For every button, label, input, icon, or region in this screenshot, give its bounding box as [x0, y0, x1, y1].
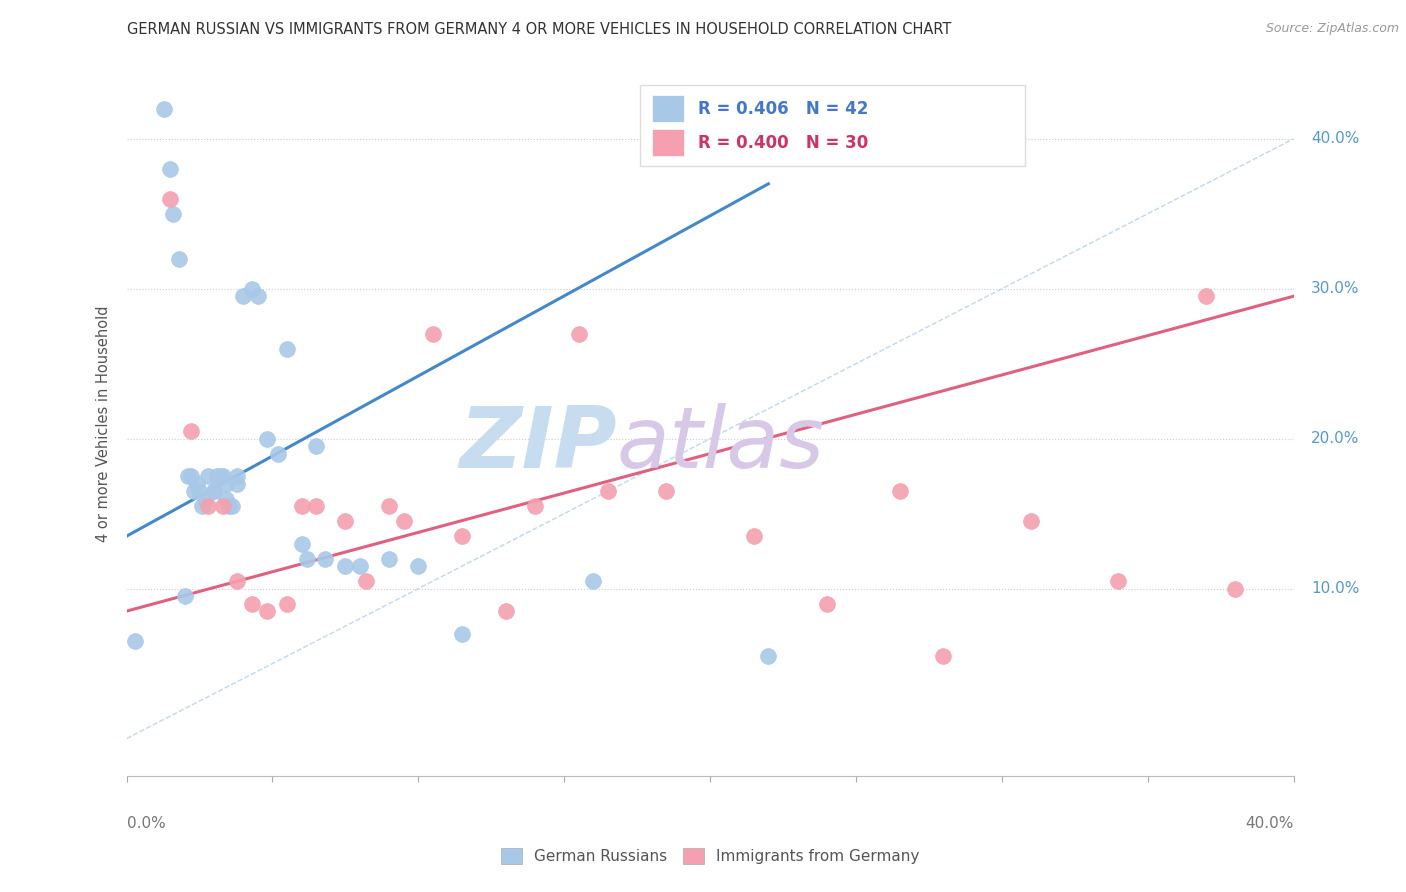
Text: 30.0%: 30.0% — [1310, 281, 1360, 296]
Point — [180, 469, 202, 483]
FancyBboxPatch shape — [640, 86, 1025, 167]
Point — [305, 439, 328, 453]
Point — [392, 514, 415, 528]
Point — [159, 192, 181, 206]
Point — [451, 626, 474, 640]
Point — [221, 499, 243, 513]
Point — [188, 484, 211, 499]
Point — [290, 499, 312, 513]
Point — [267, 447, 290, 461]
Point — [290, 536, 312, 550]
Text: atlas: atlas — [617, 403, 825, 486]
Point — [1019, 514, 1042, 528]
Point — [378, 551, 401, 566]
Text: 0.0%: 0.0% — [127, 816, 166, 831]
Point — [159, 161, 181, 176]
Point — [314, 551, 336, 566]
Point — [202, 484, 225, 499]
Point — [246, 289, 269, 303]
Point — [276, 342, 298, 356]
Point — [582, 574, 605, 588]
Text: ZIP: ZIP — [458, 403, 617, 486]
Point — [208, 469, 231, 483]
Text: R = 0.400   N = 30: R = 0.400 N = 30 — [699, 134, 869, 152]
Point — [232, 289, 254, 303]
Text: 20.0%: 20.0% — [1310, 431, 1360, 446]
Point — [815, 597, 838, 611]
Point — [197, 499, 219, 513]
Text: R = 0.406   N = 42: R = 0.406 N = 42 — [699, 100, 869, 118]
Point — [256, 432, 278, 446]
Text: 40.0%: 40.0% — [1246, 816, 1294, 831]
Point — [153, 102, 176, 116]
Point — [240, 597, 263, 611]
Point — [1223, 582, 1246, 596]
Bar — [652, 129, 685, 156]
Point — [226, 469, 249, 483]
Point — [889, 484, 911, 499]
Point — [180, 424, 202, 438]
Point — [932, 649, 955, 664]
Point — [174, 589, 197, 603]
Text: Source: ZipAtlas.com: Source: ZipAtlas.com — [1265, 22, 1399, 36]
Point — [408, 559, 430, 574]
Text: 10.0%: 10.0% — [1310, 581, 1360, 596]
Bar — [652, 95, 685, 122]
Point — [183, 484, 205, 499]
Point — [422, 326, 444, 341]
Y-axis label: 4 or more Vehicles in Household: 4 or more Vehicles in Household — [96, 305, 111, 542]
Point — [305, 499, 328, 513]
Point — [218, 499, 240, 513]
Point — [256, 604, 278, 618]
Point — [194, 491, 217, 506]
Point — [524, 499, 547, 513]
Point — [1195, 289, 1218, 303]
Point — [451, 529, 474, 543]
Point — [240, 282, 263, 296]
Point — [226, 476, 249, 491]
Point — [335, 559, 357, 574]
Point — [349, 559, 371, 574]
Point — [354, 574, 377, 588]
Point — [596, 484, 619, 499]
Point — [197, 469, 219, 483]
Text: GERMAN RUSSIAN VS IMMIGRANTS FROM GERMANY 4 OR MORE VEHICLES IN HOUSEHOLD CORREL: GERMAN RUSSIAN VS IMMIGRANTS FROM GERMAN… — [127, 22, 950, 37]
Point — [162, 207, 184, 221]
Point — [202, 484, 225, 499]
Point — [1326, 574, 1348, 588]
Point — [177, 469, 200, 483]
Point — [297, 551, 319, 566]
Legend: German Russians, Immigrants from Germany: German Russians, Immigrants from Germany — [495, 842, 925, 871]
Point — [215, 476, 238, 491]
Point — [215, 491, 238, 506]
Point — [742, 529, 765, 543]
Point — [378, 499, 401, 513]
Point — [276, 597, 298, 611]
Point — [1108, 574, 1130, 588]
Point — [186, 476, 208, 491]
Point — [495, 604, 517, 618]
Point — [226, 574, 249, 588]
Point — [211, 469, 233, 483]
Point — [191, 499, 214, 513]
Point — [756, 649, 779, 664]
Point — [655, 484, 678, 499]
Point — [167, 252, 190, 266]
Point — [211, 499, 233, 513]
Text: 40.0%: 40.0% — [1310, 131, 1360, 146]
Point — [124, 634, 146, 648]
Point — [568, 326, 591, 341]
Point — [205, 469, 228, 483]
Point — [335, 514, 357, 528]
